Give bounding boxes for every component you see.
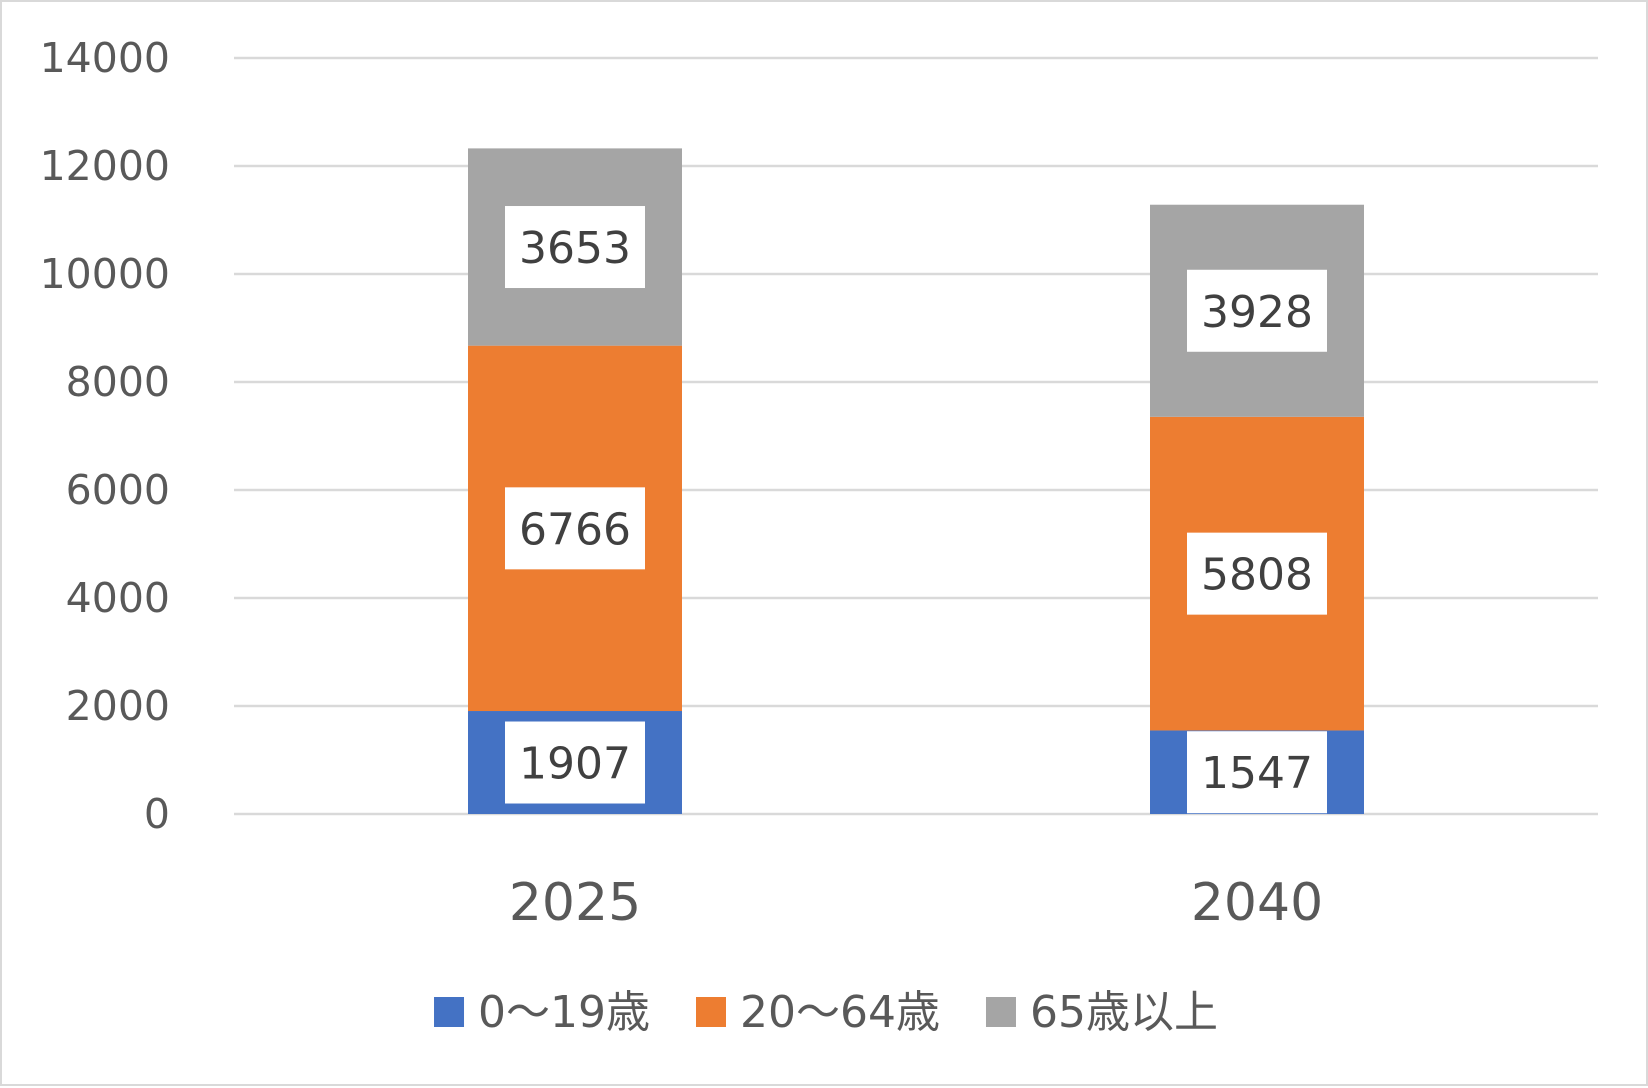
legend: 0〜19歳 20〜64歳 65歳以上: [434, 987, 1218, 1038]
y-tick-label: 10000: [40, 250, 170, 298]
y-tick-label: 14000: [40, 34, 170, 82]
legend-swatch: [434, 997, 465, 1027]
y-tick-label: 8000: [66, 358, 170, 406]
legend-item: 0〜19歳: [434, 987, 650, 1038]
y-axis-ticks: 0 2000 4000 6000 8000 10000 12000 14000: [40, 34, 170, 838]
legend-item: 65歳以上: [985, 987, 1218, 1038]
x-axis-categories: 2025 2040: [509, 873, 1323, 933]
x-category-label: 2040: [1191, 873, 1323, 933]
y-tick-label: 2000: [66, 682, 170, 730]
data-labels: 1907 6766 3653 1547 5808 3928: [505, 206, 1327, 814]
legend-swatch: [985, 997, 1016, 1027]
y-tick-label: 4000: [66, 574, 170, 622]
data-label: 6766: [519, 504, 631, 555]
data-label-box: [505, 487, 645, 570]
data-label: 3928: [1201, 287, 1313, 338]
data-label: 1907: [519, 739, 631, 790]
legend-swatch: [696, 997, 726, 1027]
data-label: 5808: [1201, 550, 1313, 601]
legend-label: 65歳以上: [1030, 987, 1218, 1038]
legend-label: 20〜64歳: [740, 987, 940, 1038]
data-label-box: [1187, 731, 1327, 814]
data-label-box: [1187, 532, 1327, 615]
data-label-box: [1187, 269, 1327, 352]
y-tick-label: 12000: [40, 142, 170, 190]
data-label: 1547: [1201, 748, 1313, 799]
data-label-box: [505, 721, 645, 804]
y-tick-label: 0: [144, 790, 170, 838]
data-label: 3653: [519, 223, 631, 274]
y-tick-label: 6000: [66, 466, 170, 514]
x-category-label: 2025: [509, 873, 641, 933]
legend-label: 0〜19歳: [478, 987, 650, 1038]
legend-item: 20〜64歳: [696, 987, 940, 1038]
gridlines: [234, 56, 1598, 816]
data-label-box: [505, 206, 645, 289]
